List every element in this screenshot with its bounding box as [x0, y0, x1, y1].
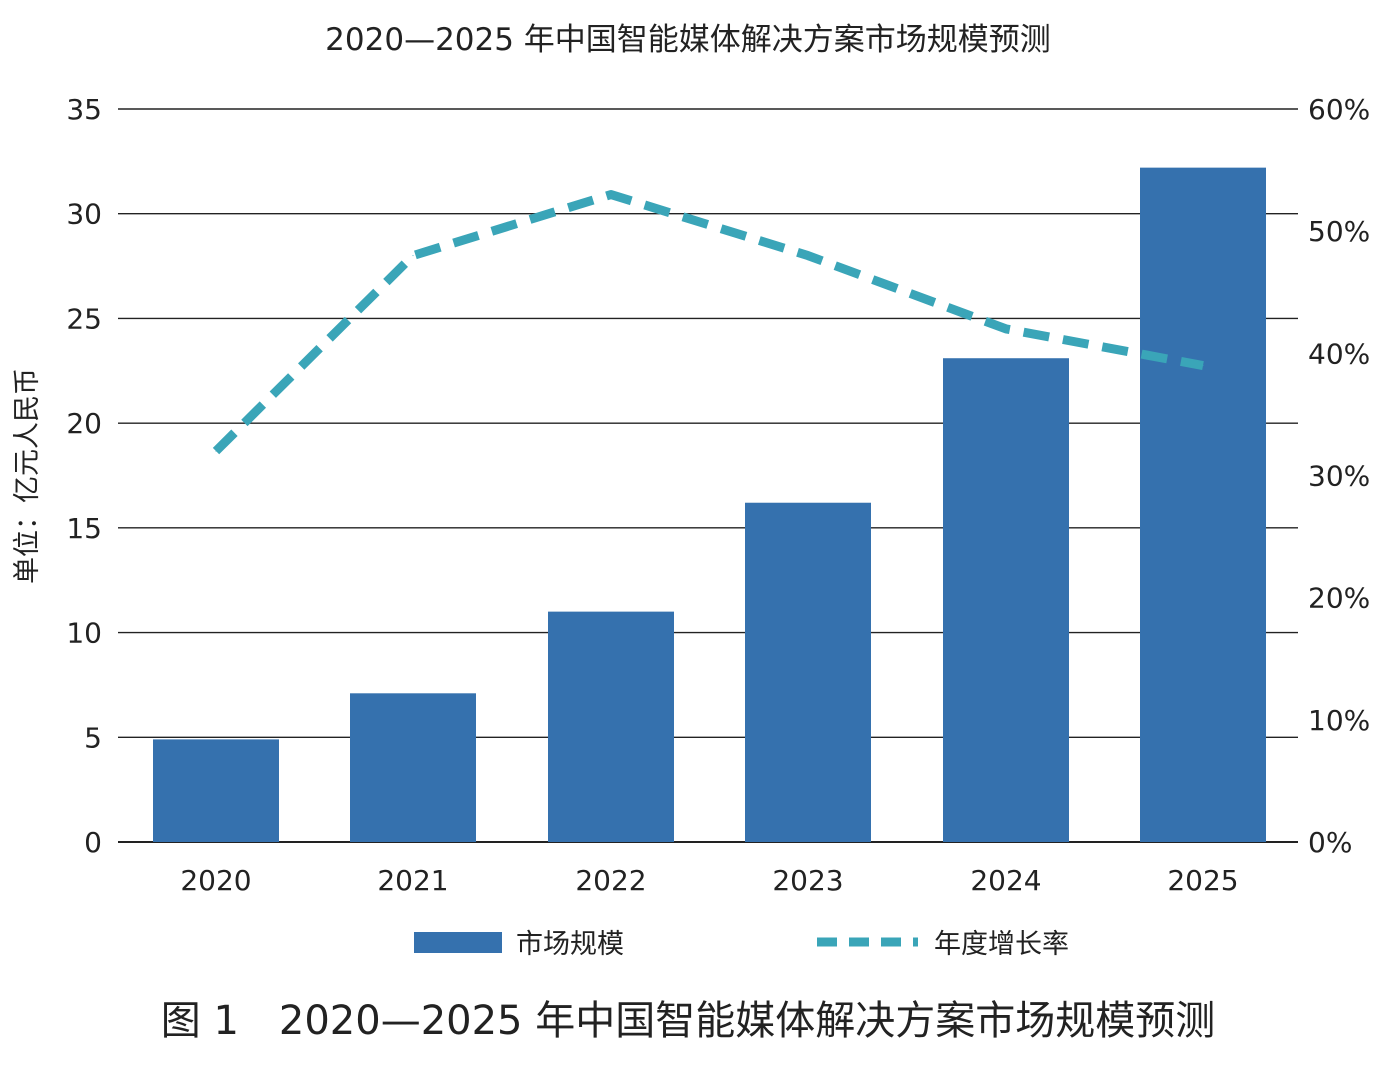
right-tick-label: 40% — [1308, 337, 1370, 370]
legend-line-label: 年度增长率 — [934, 929, 1069, 960]
grid-lines — [118, 108, 1298, 843]
left-tick-label: 15 — [66, 512, 102, 545]
legend-bar-swatch — [414, 932, 502, 953]
right-tick-label: 10% — [1308, 704, 1370, 737]
right-axis-ticks: 0% 10% 20% 30% 40% 50% 60% — [1308, 93, 1370, 859]
right-tick-label: 60% — [1308, 93, 1370, 126]
left-tick-label: 5 — [84, 721, 102, 754]
right-tick-label: 30% — [1308, 460, 1370, 493]
growth-point — [1005, 328, 1007, 330]
growth-line-series — [212, 190, 1204, 455]
x-axis-ticks: 2020 2021 2022 2023 2024 2025 — [180, 864, 1238, 897]
legend: 市场规模 年度增长率 — [414, 929, 1069, 960]
bar — [350, 693, 476, 842]
growth-point — [215, 450, 217, 452]
right-tick-label: 50% — [1308, 215, 1370, 248]
left-tick-label: 20 — [66, 407, 102, 440]
growth-point — [610, 194, 612, 196]
growth-point — [807, 255, 809, 257]
right-tick-label: 0% — [1308, 826, 1352, 859]
bar — [153, 739, 279, 842]
x-tick-label: 2024 — [970, 864, 1041, 897]
legend-bar-label: 市场规模 — [516, 929, 624, 960]
left-axis-ticks: 0 5 10 15 20 25 30 35 — [66, 93, 102, 859]
chart-title: 2020—2025 年中国智能媒体解决方案市场规模预测 — [325, 22, 1051, 58]
figure-caption: 图 1 2020—2025 年中国智能媒体解决方案市场规模预测 — [161, 998, 1215, 1044]
x-tick-label: 2022 — [575, 864, 646, 897]
left-tick-label: 10 — [66, 617, 102, 650]
x-tick-label: 2021 — [377, 864, 448, 897]
left-tick-label: 30 — [66, 198, 102, 231]
right-tick-label: 20% — [1308, 582, 1370, 615]
growth-point — [1202, 365, 1204, 367]
x-tick-label: 2023 — [772, 864, 843, 897]
left-tick-label: 25 — [66, 302, 102, 335]
bar-series — [153, 167, 1266, 842]
bar — [1140, 167, 1266, 842]
bar — [943, 358, 1069, 842]
left-tick-label: 0 — [84, 826, 102, 859]
bar — [745, 502, 871, 842]
y-axis-label: 单位：亿元人民币 — [12, 368, 43, 584]
bar — [548, 611, 674, 842]
x-tick-label: 2020 — [180, 864, 251, 897]
growth-point — [412, 255, 414, 257]
left-tick-label: 35 — [66, 93, 102, 126]
growth-line — [212, 190, 1204, 455]
x-tick-label: 2025 — [1167, 864, 1238, 897]
